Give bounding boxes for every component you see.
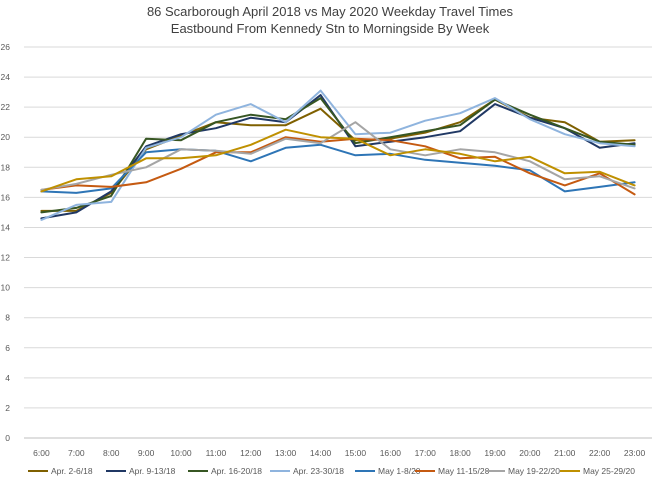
x-tick-label: 20:00 — [519, 448, 541, 458]
series-lines — [40, 89, 636, 221]
y-tick-label: 18 — [1, 162, 11, 172]
chart-title: 86 Scarborough April 2018 vs May 2020 We… — [147, 4, 514, 19]
x-tick-label: 17:00 — [415, 448, 437, 458]
series-line-3 — [40, 97, 636, 214]
series-line-6 — [40, 136, 636, 196]
x-tick-label: 18:00 — [449, 448, 471, 458]
y-tick-label: 12 — [1, 253, 11, 263]
x-tick-label: 8:00 — [103, 448, 120, 458]
legend-label: May 1-8/20 — [378, 466, 421, 476]
x-tick-label: 14:00 — [310, 448, 332, 458]
y-tick-label: 4 — [5, 373, 10, 383]
x-tick-label: 19:00 — [484, 448, 506, 458]
series-line-1 — [40, 98, 636, 212]
gridlines — [24, 46, 652, 439]
x-tick-label: 21:00 — [554, 448, 576, 458]
legend-label: Apr. 2-6/18 — [51, 466, 93, 476]
x-tick-label: 15:00 — [345, 448, 367, 458]
x-tick-label: 12:00 — [240, 448, 262, 458]
chart-subtitle: Eastbound From Kennedy Stn to Morningsid… — [171, 21, 490, 36]
y-tick-label: 2 — [5, 403, 10, 413]
series-line-5 — [40, 143, 636, 194]
y-tick-label: 20 — [1, 132, 11, 142]
x-tick-label: 9:00 — [138, 448, 155, 458]
y-tick-label: 22 — [1, 102, 11, 112]
legend-label: May 11-15/20 — [438, 466, 490, 476]
x-tick-label: 7:00 — [68, 448, 85, 458]
legend: Apr. 2-6/18 Apr. 9-13/18 Apr. 16-20/18 Apr.… — [28, 466, 635, 476]
y-tick-label: 14 — [1, 222, 11, 232]
y-tick-label: 10 — [1, 283, 11, 293]
series-line-7 — [40, 121, 636, 191]
x-tick-label: 10:00 — [170, 448, 192, 458]
x-tick-label: 23:00 — [624, 448, 646, 458]
series-line-4 — [40, 89, 636, 221]
y-tick-label: 6 — [5, 343, 10, 353]
y-tick-label: 16 — [1, 192, 11, 202]
x-tick-label: 22:00 — [589, 448, 611, 458]
legend-label: Apr. 9-13/18 — [129, 466, 176, 476]
x-tick-label: 11:00 — [206, 448, 227, 458]
series-line-8 — [40, 128, 636, 193]
y-tick-label: 24 — [1, 72, 11, 82]
x-tick-label: 13:00 — [275, 448, 297, 458]
x-tick-label: 16:00 — [380, 448, 402, 458]
y-tick-label: 0 — [5, 433, 10, 443]
legend-label: May 25-29/20 — [583, 466, 635, 476]
x-tick-label: 6:00 — [33, 448, 50, 458]
legend-label: Apr. 16-20/18 — [211, 466, 262, 476]
y-tick-label: 8 — [5, 313, 10, 323]
legend-label: May 19-22/20 — [508, 466, 560, 476]
x-axis-tick-labels: 6:00 7:00 8:00 9:00 10:00 11:00 12:00 13:00 14:0… — [33, 448, 645, 458]
legend-label: Apr. 23-30/18 — [293, 466, 344, 476]
y-tick-label: 26 — [1, 42, 11, 52]
